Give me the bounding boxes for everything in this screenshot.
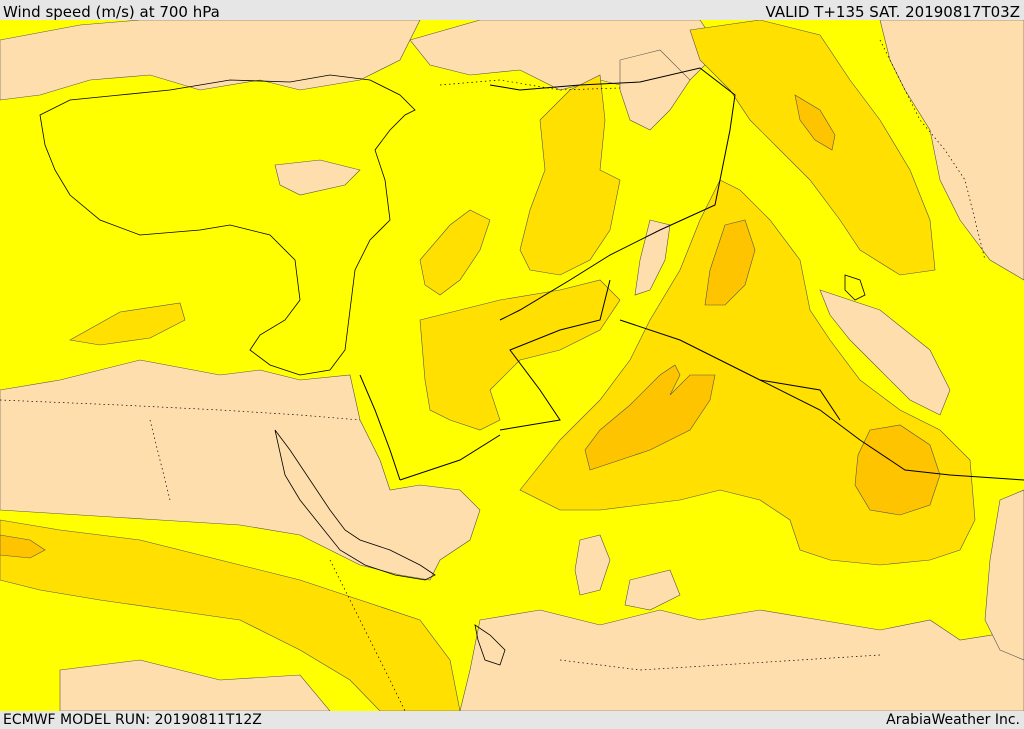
model-run-label: ECMWF MODEL RUN: 20190811T12Z bbox=[3, 712, 262, 728]
moderate-wind-red-sea-band bbox=[0, 519, 461, 711]
border-iraq-syria bbox=[489, 67, 736, 321]
moderate-wind-aegean-band bbox=[69, 302, 186, 346]
border-egypt-sudan bbox=[0, 399, 361, 421]
footer-bar: ECMWF MODEL RUN: 20190811T12Z ArabiaWeat… bbox=[0, 711, 1024, 729]
credit-label: ArabiaWeather Inc. bbox=[886, 712, 1020, 728]
low-wind-south-egypt bbox=[59, 659, 331, 711]
low-wind-pocket-southeast bbox=[624, 569, 681, 611]
header-bar: Wind speed (m/s) at 700 hPa VALID T+135 … bbox=[0, 3, 1024, 21]
low-wind-cyprus bbox=[274, 159, 361, 196]
map-title: Wind speed (m/s) at 700 hPa bbox=[3, 3, 220, 21]
border-iraq-kuwait bbox=[759, 379, 841, 421]
border-egypt-libya bbox=[149, 419, 171, 501]
moderate-wind-levant-coast bbox=[419, 209, 491, 296]
border-jordan-west bbox=[399, 434, 501, 481]
map-canvas bbox=[0, 20, 1024, 711]
border-saudi-iraq bbox=[619, 319, 1024, 481]
low-wind-egypt-sinai bbox=[0, 359, 481, 581]
strong-wind-saudi-north bbox=[704, 219, 756, 306]
low-wind-east-coast bbox=[984, 489, 1024, 661]
low-wind-east-sinai-strip bbox=[619, 49, 691, 131]
low-wind-pocket-south bbox=[574, 534, 611, 596]
low-wind-northeast bbox=[879, 20, 1024, 281]
mediterranean-sea bbox=[39, 74, 416, 376]
strong-wind-saudi-east bbox=[854, 424, 941, 516]
low-wind-south-arabia bbox=[459, 609, 1024, 711]
valid-time-label: VALID T+135 SAT. 20190817T03Z bbox=[765, 3, 1020, 21]
strong-wind-iraq-core bbox=[794, 94, 836, 151]
low-wind-gulf-coast bbox=[819, 289, 951, 416]
gulf-of-suez bbox=[274, 429, 436, 581]
persian-gulf-inlet bbox=[844, 274, 866, 301]
low-wind-north-turkey bbox=[0, 20, 421, 101]
country-borders bbox=[0, 39, 1024, 711]
wind-speed-map bbox=[0, 20, 1024, 711]
strong-wind-saudi-central bbox=[584, 364, 716, 471]
moderate-wind-syria-east bbox=[519, 74, 621, 276]
red-sea-south bbox=[474, 624, 506, 666]
border-saudi-jordan bbox=[499, 279, 611, 431]
low-wind-regions bbox=[0, 20, 1024, 711]
border-egypt-israel bbox=[359, 374, 401, 481]
water-bodies bbox=[39, 74, 866, 666]
border-syria-turkey bbox=[439, 79, 621, 91]
strong-wind-regions bbox=[0, 94, 941, 559]
moderate-wind-iraq bbox=[689, 20, 936, 276]
moderate-wind-jordan bbox=[419, 279, 621, 431]
strong-wind-west-edge bbox=[0, 534, 46, 559]
